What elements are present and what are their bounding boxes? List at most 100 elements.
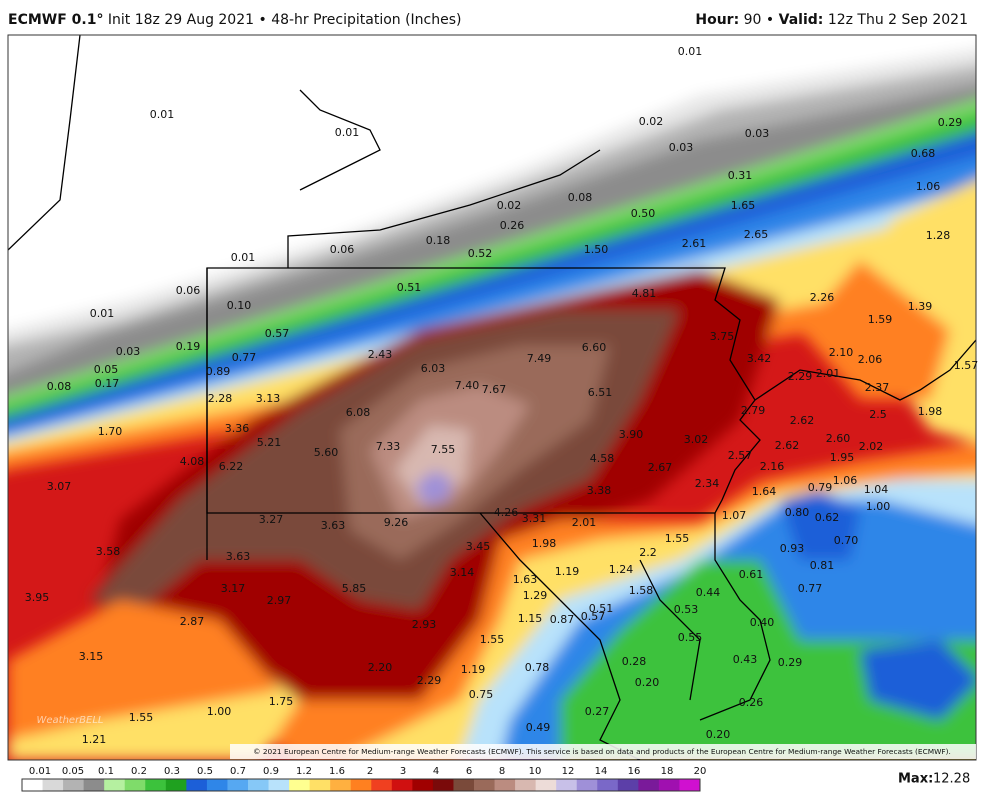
colorbar-label: 0.3 <box>164 766 180 777</box>
value-label: 3.27 <box>259 513 284 526</box>
colorbar-swatch <box>42 779 64 791</box>
colorbar-label: 6 <box>466 766 472 777</box>
value-label: 0.08 <box>47 380 72 393</box>
value-label: 0.87 <box>550 613 575 626</box>
value-label: 0.70 <box>834 534 859 547</box>
value-label: 0.80 <box>785 506 810 519</box>
value-label: 5.21 <box>257 436 282 449</box>
value-label: 0.02 <box>639 115 664 128</box>
value-label: 2.06 <box>858 353 883 366</box>
value-label: 3.90 <box>619 428 644 441</box>
value-label: 1.65 <box>731 199 756 212</box>
value-label: 0.51 <box>589 602 614 615</box>
value-label: 3.36 <box>225 422 250 435</box>
value-label: 3.17 <box>221 582 246 595</box>
colorbar-label: 2 <box>367 766 373 777</box>
colorbar-swatch <box>22 779 44 791</box>
value-label: 6.03 <box>421 362 446 375</box>
value-label: 4.26 <box>494 506 519 519</box>
value-label: 2.67 <box>648 461 673 474</box>
colorbar-swatch <box>165 779 187 791</box>
value-label: 0.81 <box>810 559 835 572</box>
value-label: 0.40 <box>750 616 775 629</box>
value-label: 1.95 <box>830 451 855 464</box>
value-label: 4.58 <box>590 452 615 465</box>
value-label: 3.38 <box>587 484 612 497</box>
value-label: 1.98 <box>532 537 557 550</box>
value-label: 1.06 <box>833 474 858 487</box>
value-label: 1.98 <box>918 405 943 418</box>
header-right: Hour: 90 • Valid: 12z Thu 2 Sep 2021 <box>695 12 968 28</box>
value-label: 2.02 <box>859 440 884 453</box>
value-label: 2.87 <box>180 615 205 628</box>
value-label: 1.06 <box>916 180 941 193</box>
colorbar-swatch <box>124 779 146 791</box>
colorbar-label: 14 <box>595 766 608 777</box>
value-label: 1.39 <box>908 300 933 313</box>
value-label: 2.60 <box>826 432 851 445</box>
value-label: 0.53 <box>674 603 699 616</box>
value-label: 0.31 <box>728 169 753 182</box>
value-label: 1.15 <box>518 612 543 625</box>
value-label: 1.19 <box>555 565 580 578</box>
colorbar-swatch <box>227 779 249 791</box>
valid-label: Valid: <box>778 12 824 28</box>
colorbar-swatch <box>658 779 680 791</box>
colorbar-swatch <box>309 779 331 791</box>
value-label: 0.57 <box>581 610 606 623</box>
value-label: 0.26 <box>500 219 525 232</box>
value-label: 0.03 <box>669 141 694 154</box>
hour: 90 • <box>743 12 775 28</box>
value-label: 6.60 <box>582 341 607 354</box>
colorbar-label: 0.05 <box>62 766 84 777</box>
value-label: 6.08 <box>346 406 371 419</box>
colorbar-label: 3 <box>400 766 406 777</box>
value-label: 2.65 <box>744 228 769 241</box>
colorbar-swatch <box>268 779 290 791</box>
colorbar-swatch <box>104 779 126 791</box>
colorbar: 0.01 0.05 0.1 0.2 0.3 0.5 0.7 0.9 1.2 1.6 2 3 4 6 8 10 1… <box>21 766 707 792</box>
colorbar-label: 0.1 <box>98 766 114 777</box>
value-label: 2.61 <box>682 237 707 250</box>
value-label: 2.2 <box>639 546 657 559</box>
value-label: 1.00 <box>866 500 891 513</box>
value-label: 0.18 <box>426 234 451 247</box>
value-label: 2.34 <box>695 477 720 490</box>
value-label: 3.42 <box>747 352 772 365</box>
colorbar-swatch <box>638 779 660 791</box>
value-label: 0.68 <box>911 147 936 160</box>
value-label: 2.29 <box>788 370 813 383</box>
precip-field <box>8 35 976 760</box>
value-label: 1.24 <box>609 563 634 576</box>
model: ECMWF 0.1° <box>8 12 104 28</box>
value-label: 0.10 <box>227 299 252 312</box>
value-label: 0.05 <box>94 363 119 376</box>
colorbar-label: 20 <box>694 766 707 777</box>
value-label: 1.75 <box>269 695 294 708</box>
value-label: 7.40 <box>455 379 480 392</box>
value-label: 2.62 <box>775 439 800 452</box>
colorbar-frame <box>21 778 701 792</box>
value-label: 0.03 <box>116 345 141 358</box>
value-label: 2.5 <box>869 408 887 421</box>
header-left: ECMWF 0.1° Init 18z 29 Aug 2021 • 48-hr … <box>8 12 462 28</box>
colorbar-label: 18 <box>661 766 674 777</box>
value-label: 0.49 <box>526 721 551 734</box>
value-label: 5.85 <box>342 582 367 595</box>
value-label: 0.79 <box>808 481 833 494</box>
value-label: 6.22 <box>219 460 244 473</box>
colorbar-swatch <box>330 779 352 791</box>
colorbar-label: 16 <box>628 766 641 777</box>
value-label: 1.07 <box>722 509 747 522</box>
colorbar-label: 0.01 <box>29 766 51 777</box>
value-label: 2.37 <box>865 381 890 394</box>
valid: 12z Thu 2 Sep 2021 <box>827 12 968 28</box>
value-label: 0.01 <box>678 45 703 58</box>
value-label: 1.00 <box>207 705 232 718</box>
value-label: 1.63 <box>513 573 538 586</box>
value-label: 0.62 <box>815 511 840 524</box>
value-label: 7.49 <box>527 352 552 365</box>
value-label: 0.43 <box>733 653 758 666</box>
value-label: 2.57 <box>728 449 753 462</box>
